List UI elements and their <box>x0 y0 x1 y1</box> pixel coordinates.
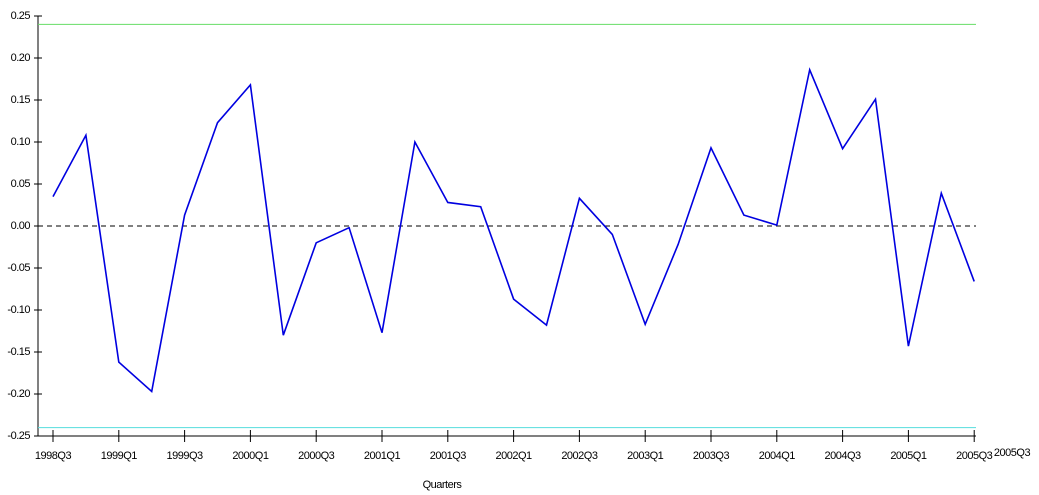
annotation: 2005Q3 <box>994 447 1031 459</box>
y-tick-label: -0.25 <box>7 430 30 442</box>
x-axis-title: Quarters <box>423 479 463 491</box>
x-tick-label: 1999Q1 <box>101 450 138 462</box>
x-tick-label: 1998Q3 <box>35 450 72 462</box>
y-tick-label: -0.10 <box>7 304 30 316</box>
x-tick-label: 1999Q3 <box>167 450 204 462</box>
y-tick-label: -0.20 <box>7 388 30 400</box>
x-tick-label: 2003Q3 <box>693 450 730 462</box>
y-tick-label: 0.10 <box>11 136 31 148</box>
y-tick-label: 0.20 <box>11 52 31 64</box>
y-tick-label: 0.00 <box>11 220 31 232</box>
x-tick-label: 2004Q3 <box>825 450 862 462</box>
y-tick-label: 0.05 <box>11 178 31 190</box>
x-tick-label: 2000Q1 <box>232 450 269 462</box>
y-tick-label: 0.15 <box>11 94 31 106</box>
x-tick-label: 2002Q3 <box>561 450 598 462</box>
x-tick-label: 2001Q3 <box>430 450 467 462</box>
y-tick-label: -0.15 <box>7 346 30 358</box>
y-tick-label: -0.05 <box>7 262 30 274</box>
x-tick-label: 2003Q1 <box>627 450 664 462</box>
x-tick-label: 2004Q1 <box>759 450 796 462</box>
x-tick-label: 2005Q1 <box>890 450 927 462</box>
x-tick-label: 2000Q3 <box>298 450 335 462</box>
y-tick-label: 0.25 <box>11 10 31 22</box>
x-tick-label: 2002Q1 <box>496 450 533 462</box>
x-tick-label: 2001Q1 <box>364 450 401 462</box>
x-tick-label: 2005Q3 <box>956 450 993 462</box>
data-line <box>52 67 975 394</box>
